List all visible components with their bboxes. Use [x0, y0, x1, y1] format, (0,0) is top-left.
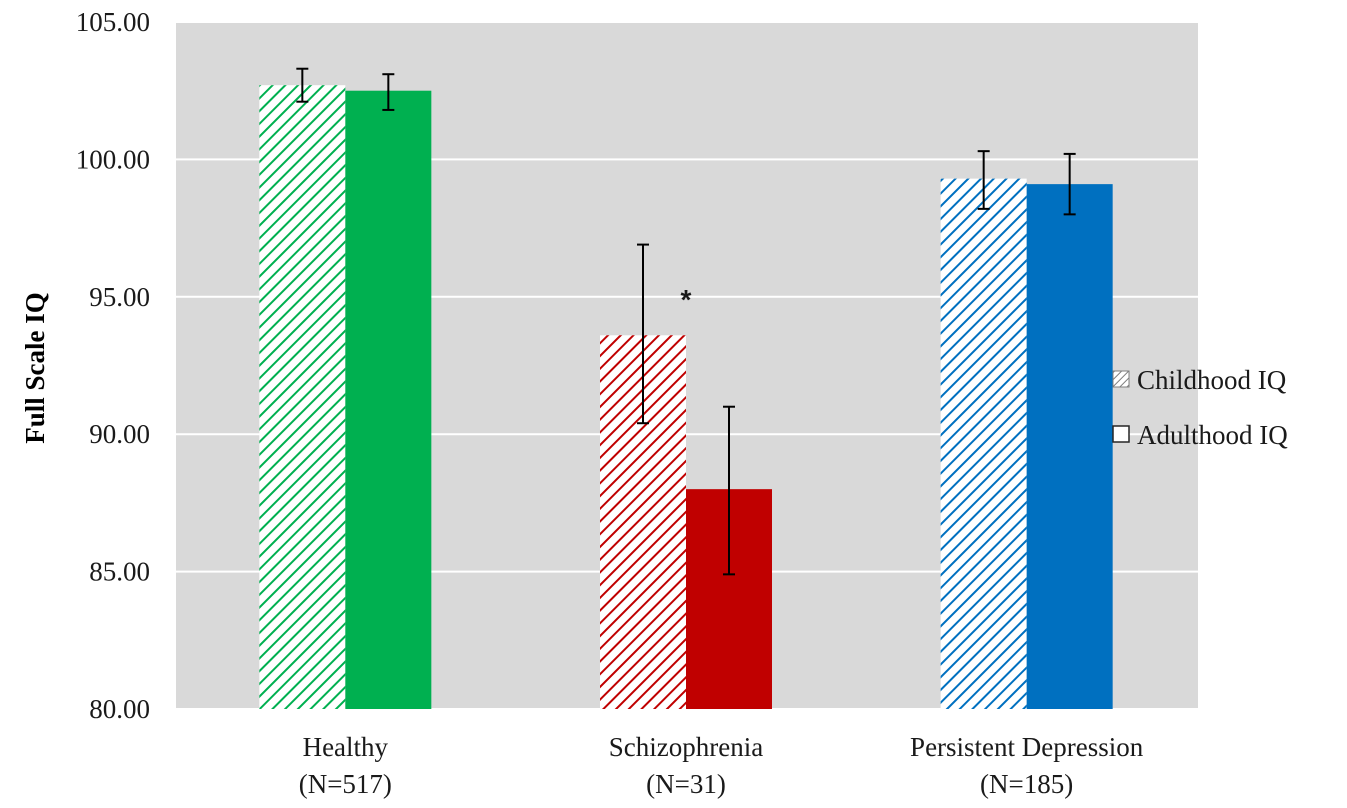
legend-swatch-adulthood [1112, 425, 1130, 443]
bar-childhood-persistent-depression [940, 178, 1027, 710]
legend-label-childhood: Childhood IQ [1137, 365, 1287, 395]
x-category-n: (N=517) [299, 769, 392, 799]
x-category-label: Healthy [303, 732, 389, 762]
y-tick-label: 90.00 [89, 419, 150, 449]
y-tick-label: 80.00 [89, 694, 150, 724]
bar-adulthood-healthy [345, 90, 432, 709]
significance-asterisk: * [681, 284, 692, 315]
annotations: * [681, 284, 692, 315]
bars [259, 85, 1113, 710]
y-tick-label: 100.00 [76, 144, 150, 174]
error-bars [296, 67, 1076, 576]
bar-adulthood-persistent-depression [1026, 184, 1113, 709]
x-category-label: Persistent Depression [910, 732, 1144, 762]
legend-swatch-childhood [1112, 370, 1130, 388]
y-axis-title: Full Scale IQ [20, 292, 50, 444]
x-category-n: (N=185) [980, 769, 1073, 799]
bar-childhood-healthy [259, 85, 346, 710]
legend-label-adulthood: Adulthood IQ [1137, 420, 1288, 450]
y-tick-label: 95.00 [89, 282, 150, 312]
x-category-n: (N=31) [646, 769, 726, 799]
y-axis-ticks: 80.00 85.00 90.00 95.00 100.00 105.00 [76, 7, 150, 724]
legend: Childhood IQ Adulthood IQ [1112, 365, 1288, 450]
x-category-label: Schizophrenia [609, 732, 763, 762]
y-tick-label: 105.00 [76, 7, 150, 37]
x-axis-categories: Healthy (N=517) Schizophrenia (N=31) Persist… [299, 732, 1144, 799]
y-tick-label: 85.00 [89, 557, 150, 587]
